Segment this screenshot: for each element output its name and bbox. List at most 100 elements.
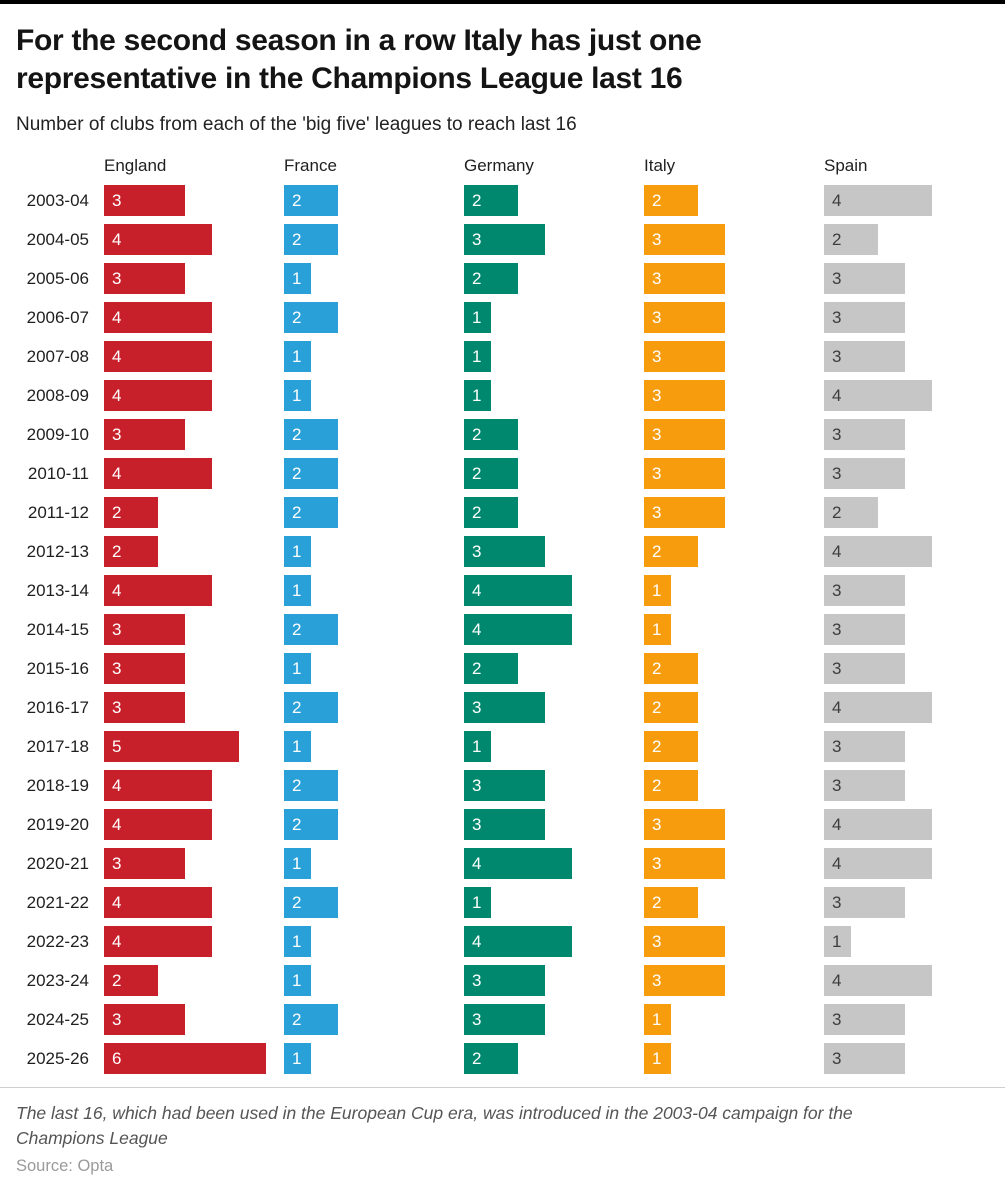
season-row: 2012-13 2 1 3 2 4 xyxy=(0,535,1005,567)
season-row: 2022-23 4 1 4 3 1 xyxy=(0,925,1005,957)
bar-france: 2 xyxy=(284,808,338,840)
bar-germany: 1 xyxy=(464,379,491,411)
season-row: 2025-26 6 1 2 1 3 xyxy=(0,1042,1005,1074)
bar-france: 2 xyxy=(284,184,338,216)
bar-cell-france: 1 xyxy=(284,379,464,411)
bar-cell-italy: 3 xyxy=(644,301,824,333)
season-row: 2013-14 4 1 4 1 3 xyxy=(0,574,1005,606)
bar-germany: 2 xyxy=(464,652,518,684)
bar-cell-italy: 2 xyxy=(644,184,824,216)
bar-france: 1 xyxy=(284,340,311,372)
bar-cell-italy: 2 xyxy=(644,652,824,684)
bar-cell-france: 2 xyxy=(284,496,464,528)
bar-england: 4 xyxy=(104,301,212,333)
bar-england: 4 xyxy=(104,808,212,840)
bar-spain: 3 xyxy=(824,730,905,762)
bar-spain: 2 xyxy=(824,223,878,255)
bar-cell-spain: 2 xyxy=(824,223,1004,255)
bar-spain: 3 xyxy=(824,1042,905,1074)
season-row: 2006-07 4 2 1 3 3 xyxy=(0,301,1005,333)
bar-italy: 1 xyxy=(644,613,671,645)
bar-england: 3 xyxy=(104,691,185,723)
bar-cell-france: 2 xyxy=(284,613,464,645)
bar-cell-germany: 3 xyxy=(464,535,644,567)
bar-cell-france: 1 xyxy=(284,535,464,567)
season-row: 2021-22 4 2 1 2 3 xyxy=(0,886,1005,918)
bar-cell-germany: 1 xyxy=(464,730,644,762)
bar-italy: 3 xyxy=(644,262,725,294)
bar-cell-italy: 3 xyxy=(644,808,824,840)
bar-cell-england: 4 xyxy=(104,301,284,333)
series-header-spain: Spain xyxy=(824,155,868,175)
bar-germany: 2 xyxy=(464,418,518,450)
bar-cell-france: 2 xyxy=(284,301,464,333)
bar-italy: 3 xyxy=(644,457,725,489)
bar-cell-germany: 3 xyxy=(464,769,644,801)
season-row: 2016-17 3 2 3 2 4 xyxy=(0,691,1005,723)
season-row: 2020-21 3 1 4 3 4 xyxy=(0,847,1005,879)
bar-spain: 4 xyxy=(824,379,932,411)
season-row: 2007-08 4 1 1 3 3 xyxy=(0,340,1005,372)
bar-cell-england: 4 xyxy=(104,769,284,801)
bar-england: 4 xyxy=(104,379,212,411)
bar-cell-france: 1 xyxy=(284,730,464,762)
bar-cell-spain: 4 xyxy=(824,691,1004,723)
bar-england: 2 xyxy=(104,535,158,567)
bar-spain: 3 xyxy=(824,613,905,645)
bar-germany: 4 xyxy=(464,613,572,645)
bar-cell-france: 2 xyxy=(284,769,464,801)
bar-cell-spain: 2 xyxy=(824,496,1004,528)
bar-england: 3 xyxy=(104,1003,185,1035)
bar-cell-england: 4 xyxy=(104,886,284,918)
bar-spain: 3 xyxy=(824,418,905,450)
season-label: 2013-14 xyxy=(26,580,89,600)
bar-cell-germany: 1 xyxy=(464,340,644,372)
bar-cell-spain: 3 xyxy=(824,301,1004,333)
bar-cell-italy: 3 xyxy=(644,964,824,996)
bar-italy: 3 xyxy=(644,223,725,255)
bar-italy: 3 xyxy=(644,808,725,840)
season-row: 2017-18 5 1 1 2 3 xyxy=(0,730,1005,762)
bar-england: 2 xyxy=(104,964,158,996)
bar-italy: 3 xyxy=(644,496,725,528)
bar-cell-france: 1 xyxy=(284,652,464,684)
bar-italy: 2 xyxy=(644,886,698,918)
bar-cell-france: 2 xyxy=(284,184,464,216)
bar-france: 2 xyxy=(284,457,338,489)
bar-italy: 3 xyxy=(644,418,725,450)
bar-cell-germany: 2 xyxy=(464,652,644,684)
bar-germany: 3 xyxy=(464,1003,545,1035)
season-row: 2014-15 3 2 4 1 3 xyxy=(0,613,1005,645)
bar-england: 4 xyxy=(104,925,212,957)
bar-germany: 1 xyxy=(464,340,491,372)
bar-cell-italy: 2 xyxy=(644,730,824,762)
bar-cell-england: 2 xyxy=(104,496,284,528)
bar-chart: England France Germany Italy Spain 2003-04 3 2… xyxy=(0,156,1005,1074)
season-row: 2018-19 4 2 3 2 3 xyxy=(0,769,1005,801)
top-divider xyxy=(0,0,1005,4)
bar-cell-france: 2 xyxy=(284,691,464,723)
bar-cell-england: 3 xyxy=(104,184,284,216)
bar-cell-france: 1 xyxy=(284,925,464,957)
bar-cell-germany: 2 xyxy=(464,496,644,528)
bar-cell-germany: 1 xyxy=(464,379,644,411)
bar-france: 1 xyxy=(284,847,311,879)
bar-france: 1 xyxy=(284,379,311,411)
bar-cell-italy: 1 xyxy=(644,574,824,606)
bar-cell-germany: 3 xyxy=(464,808,644,840)
bar-cell-spain: 4 xyxy=(824,808,1004,840)
bar-england: 4 xyxy=(104,223,212,255)
bar-italy: 2 xyxy=(644,184,698,216)
season-row: 2019-20 4 2 3 3 4 xyxy=(0,808,1005,840)
bar-spain: 3 xyxy=(824,652,905,684)
bar-germany: 2 xyxy=(464,262,518,294)
bar-spain: 3 xyxy=(824,769,905,801)
season-label: 2021-22 xyxy=(26,892,89,912)
season-label: 2018-19 xyxy=(26,775,89,795)
bar-cell-italy: 1 xyxy=(644,1042,824,1074)
bar-cell-spain: 3 xyxy=(824,769,1004,801)
season-label: 2010-11 xyxy=(27,463,89,483)
bar-germany: 3 xyxy=(464,691,545,723)
season-row: 2009-10 3 2 2 3 3 xyxy=(0,418,1005,450)
bar-cell-france: 2 xyxy=(284,418,464,450)
